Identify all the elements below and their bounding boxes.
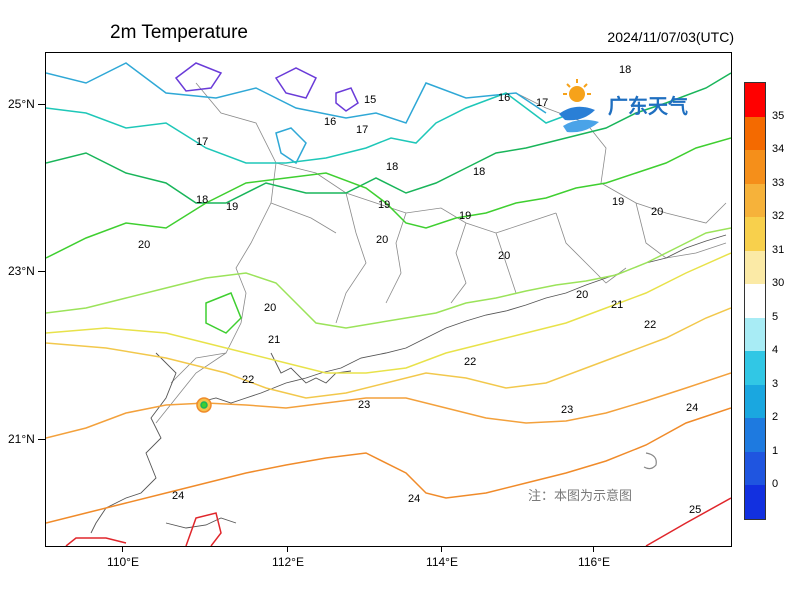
isotherm-label: 23 (358, 399, 370, 411)
isotherm-label: 20 (376, 234, 388, 246)
isotherm-label: 24 (408, 493, 420, 505)
isotherm-label: 17 (196, 136, 208, 148)
colorbar-swatch (745, 485, 765, 520)
colorbar-label: 31 (772, 243, 785, 256)
lon-tick (593, 546, 594, 552)
logo-text: 广东天气 (608, 94, 688, 118)
colorbar-label: 4 (772, 344, 779, 357)
isotherm-label: 19 (459, 210, 471, 222)
lon-label-114e: 114°E (426, 555, 458, 569)
isotherm-label: 16 (324, 116, 336, 128)
isotherms (46, 62, 731, 546)
isotherm-label: 25 (689, 504, 701, 516)
colorbar-label: 35 (772, 109, 785, 122)
lat-tick (38, 271, 45, 272)
isotherm-label: 18 (386, 161, 398, 173)
isotherm-label: 18 (619, 64, 631, 76)
lon-label-110e: 110°E (107, 555, 139, 569)
colorbar-swatch (745, 183, 765, 218)
isotherm-labels: 15 16 16 17 17 17 18 18 18 18 19 19 19 1… (138, 64, 701, 516)
colorbar-label: 1 (772, 444, 779, 457)
isotherm-label: 19 (612, 196, 624, 208)
valid-time: 2024/11/07/03(UTC) (607, 29, 734, 45)
lon-label-116e: 116°E (578, 555, 610, 569)
isotherm-label: 20 (498, 250, 510, 262)
guangdong-weather-logo (559, 79, 599, 133)
swirl-mark (643, 452, 657, 470)
colorbar-swatch (745, 351, 765, 386)
lat-label-21n: 21°N (8, 432, 35, 446)
colorbar-swatch (745, 451, 765, 486)
lon-tick (441, 546, 442, 552)
lat-label-23n: 23°N (8, 264, 35, 278)
colorbar-label: 33 (772, 176, 785, 189)
sun-icon (569, 86, 585, 102)
colorbar-label: 2 (772, 411, 779, 424)
colorbar-label: 0 (772, 478, 779, 491)
colorbar-swatch (745, 116, 765, 151)
lat-tick (38, 439, 45, 440)
colorbar-swatch (745, 284, 765, 319)
isotherm-label: 20 (651, 206, 663, 218)
isotherm-label: 24 (172, 490, 184, 502)
lon-label-112e: 112°E (272, 555, 304, 569)
isotherm-label: 18 (196, 194, 208, 206)
isotherm-label: 22 (464, 356, 476, 368)
isotherm-label: 21 (611, 299, 623, 311)
colorbar-label: 34 (772, 143, 785, 156)
wave-icon (559, 106, 595, 121)
lat-tick (38, 104, 45, 105)
isotherm-label: 19 (378, 199, 390, 211)
colorbar-label: 5 (772, 310, 779, 323)
map-title: 2m Temperature (110, 22, 248, 43)
isotherm-label: 18 (473, 166, 485, 178)
lon-tick (287, 546, 288, 552)
province-boundaries (155, 82, 727, 424)
colorbar-swatch (745, 217, 765, 252)
isotherm-label: 20 (576, 289, 588, 301)
map-canvas: 15 16 16 17 17 17 18 18 18 18 19 19 19 1… (46, 62, 731, 546)
lat-label-25n: 25°N (8, 97, 35, 111)
isotherm-label: 22 (242, 374, 254, 386)
isotherm-label: 22 (644, 319, 656, 331)
isotherm-label: 24 (686, 402, 698, 414)
temperature-colorbar (744, 82, 766, 520)
colorbar-swatch (745, 250, 765, 285)
temperature-map: 15 16 16 17 17 17 18 18 18 18 19 19 19 1… (45, 52, 732, 547)
disclaimer-note: 注：本图为示意图 (528, 489, 633, 504)
colorbar-label: 3 (772, 377, 779, 390)
lon-tick (122, 546, 123, 552)
colorbar-label: 32 (772, 210, 785, 223)
isotherm-label: 19 (226, 201, 238, 213)
colorbar-swatch (745, 384, 765, 419)
isotherm-label: 16 (498, 92, 510, 104)
colorbar-swatch (745, 83, 765, 118)
colorbar-swatch (745, 418, 765, 453)
colorbar-swatch (745, 317, 765, 352)
colorbar-label: 30 (772, 277, 785, 290)
isotherm-label: 17 (356, 124, 368, 136)
isotherm-label: 20 (138, 239, 150, 251)
isotherm-label: 17 (536, 97, 548, 109)
colorbar-swatch (745, 150, 765, 185)
isotherm-label: 21 (268, 334, 280, 346)
isotherm-label: 20 (264, 302, 276, 314)
isotherm-label: 15 (364, 94, 376, 106)
isotherm-label: 23 (561, 404, 573, 416)
